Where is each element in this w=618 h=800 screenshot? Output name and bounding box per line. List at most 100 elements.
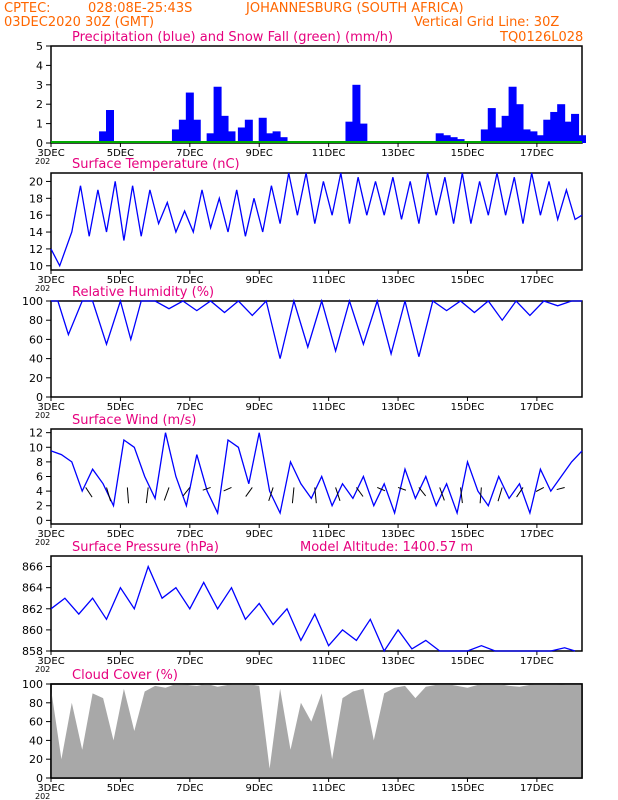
y-tick-label: 0 bbox=[36, 391, 43, 404]
x-tick-label: 9DEC bbox=[246, 529, 273, 540]
x-tick-label: 13DEC bbox=[381, 148, 415, 159]
panel-frame bbox=[50, 428, 583, 525]
wind-arrow bbox=[335, 487, 341, 501]
panel-title: Precipitation (blue) and Snow Fall (gree… bbox=[72, 30, 393, 45]
wind-arrow bbox=[126, 487, 130, 504]
y-tick-label: 2 bbox=[36, 98, 43, 111]
wind-arrow bbox=[245, 487, 253, 497]
y-tick-label: 860 bbox=[22, 624, 43, 637]
x-tick-label: 13DEC bbox=[381, 402, 415, 413]
x-tick-label: 11DEC bbox=[312, 783, 346, 794]
x-tick-label: 13DEC bbox=[381, 783, 415, 794]
precip-bar bbox=[508, 86, 517, 143]
x-tick-label: 15DEC bbox=[451, 783, 485, 794]
x-year-stub: 202 bbox=[35, 792, 50, 800]
x-tick-label: 11DEC bbox=[312, 656, 346, 667]
y-tick-label: 0 bbox=[36, 514, 43, 527]
wind-arrow bbox=[535, 487, 545, 492]
y-tick-label: 100 bbox=[22, 678, 43, 691]
y-tick-label: 1 bbox=[36, 118, 43, 131]
header-grid-line: Vertical Grid Line: 30Z bbox=[414, 15, 559, 30]
x-tick-label: 11DEC bbox=[312, 148, 346, 159]
y-tick-label: 5 bbox=[36, 40, 43, 53]
y-tick-label: 60 bbox=[29, 333, 43, 346]
wind-arrow bbox=[356, 487, 364, 497]
wind-arrow bbox=[377, 487, 386, 492]
x-tick-label: 13DEC bbox=[381, 656, 415, 667]
x-tick-label: 3DEC bbox=[37, 529, 64, 540]
precip-bar bbox=[515, 104, 524, 143]
x-tick-label: 3DEC bbox=[37, 656, 64, 667]
precip-bar bbox=[99, 131, 108, 143]
series-line bbox=[50, 432, 583, 516]
header-location: JOHANNESBURG (SOUTH AFRICA) bbox=[245, 1, 464, 16]
series-line bbox=[50, 172, 583, 268]
x-tick-label: 7DEC bbox=[176, 148, 203, 159]
panel-frame bbox=[50, 300, 583, 398]
x-tick-label: 15DEC bbox=[451, 402, 485, 413]
precip-bar bbox=[564, 121, 573, 143]
y-tick-label: 0 bbox=[36, 137, 43, 150]
panels: Precipitation (blue) and Snow Fall (gree… bbox=[22, 30, 586, 800]
header-source: CPTEC: bbox=[4, 1, 51, 16]
precip-bar bbox=[192, 119, 201, 143]
x-tick-label: 15DEC bbox=[451, 275, 485, 286]
precip-bar bbox=[501, 115, 510, 143]
precip-bar bbox=[185, 92, 194, 143]
y-tick-label: 80 bbox=[29, 697, 43, 710]
y-tick-label: 4 bbox=[36, 485, 43, 498]
x-tick-label: 9DEC bbox=[246, 275, 273, 286]
precip-bar bbox=[480, 129, 489, 143]
panel-title: Relative Humidity (%) bbox=[72, 285, 214, 300]
panel-frame bbox=[50, 555, 583, 652]
precip-bar bbox=[435, 133, 444, 143]
header-coordinates: 028:08E-25:43S bbox=[88, 1, 192, 16]
precip-bar bbox=[227, 131, 236, 143]
wind-arrow bbox=[418, 487, 427, 497]
y-tick-label: 3 bbox=[36, 79, 43, 92]
x-year-stub: 202 bbox=[35, 284, 50, 293]
x-tick-label: 5DEC bbox=[107, 148, 134, 159]
x-tick-label: 13DEC bbox=[381, 275, 415, 286]
x-tick-label: 5DEC bbox=[107, 402, 134, 413]
y-tick-label: 16 bbox=[29, 209, 43, 222]
precip-bar bbox=[487, 108, 496, 143]
panel-frame bbox=[50, 172, 583, 271]
wind-arrow bbox=[497, 487, 503, 502]
x-tick-label: 5DEC bbox=[107, 656, 134, 667]
x-year-stub: 202 bbox=[35, 665, 50, 674]
wind-arrow bbox=[85, 487, 93, 498]
x-tick-label: 17DEC bbox=[520, 656, 554, 667]
y-tick-label: 80 bbox=[29, 314, 43, 327]
x-tick-label: 15DEC bbox=[451, 656, 485, 667]
y-tick-label: 8 bbox=[36, 456, 43, 469]
x-tick-label: 3DEC bbox=[37, 402, 64, 413]
x-tick-label: 3DEC bbox=[37, 783, 64, 794]
precip-bar bbox=[265, 133, 274, 143]
wind-arrow bbox=[182, 487, 191, 497]
precip-bar bbox=[258, 117, 267, 143]
precip-bar bbox=[213, 86, 222, 143]
y-tick-label: 18 bbox=[29, 192, 43, 205]
precip-bar bbox=[442, 135, 451, 143]
x-tick-label: 9DEC bbox=[246, 402, 273, 413]
x-tick-label: 7DEC bbox=[176, 275, 203, 286]
precip-bar bbox=[571, 113, 580, 143]
precip-bar bbox=[244, 119, 253, 143]
x-tick-label: 5DEC bbox=[107, 529, 134, 540]
wind-arrow bbox=[556, 486, 565, 491]
wind-arrow bbox=[314, 487, 317, 504]
x-tick-label: 17DEC bbox=[520, 275, 554, 286]
x-tick-label: 7DEC bbox=[176, 783, 203, 794]
y-tick-label: 2 bbox=[36, 500, 43, 513]
precip-bar bbox=[178, 119, 187, 143]
y-tick-label: 14 bbox=[29, 226, 43, 239]
header-model: TQ0126L028 bbox=[499, 30, 583, 45]
precip-bar bbox=[557, 104, 566, 143]
y-tick-label: 20 bbox=[29, 372, 43, 385]
wind-arrow bbox=[202, 486, 211, 491]
precip-bar bbox=[449, 137, 458, 143]
y-tick-label: 0 bbox=[36, 772, 43, 785]
wind-arrow bbox=[163, 487, 170, 501]
